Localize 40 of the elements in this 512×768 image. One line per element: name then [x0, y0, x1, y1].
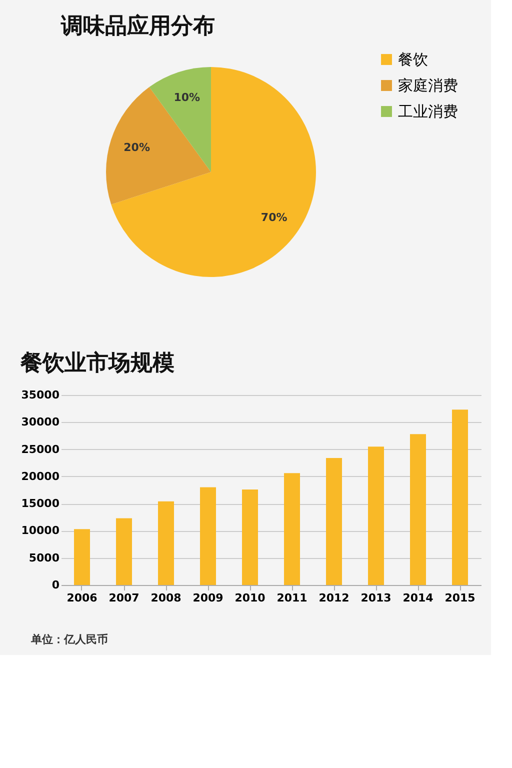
pie-slice [106, 87, 211, 204]
x-tick-label: 2010 [234, 592, 266, 604]
y-tick-label: 5000 [28, 551, 60, 564]
y-tick-label: 35000 [21, 388, 60, 402]
text: 单位：亿人民币 [30, 633, 108, 646]
legend-label: 家庭消费 [398, 76, 458, 94]
y-tick-label: 10000 [21, 524, 60, 538]
x-tick-label: 2011 [276, 592, 308, 604]
y-tick-label: 20000 [21, 470, 60, 483]
x-tick-label: 2015 [444, 592, 476, 604]
y-tick-label: 25000 [21, 442, 60, 456]
x-tick-label: 2008 [150, 592, 182, 604]
x-tick-label: 2014 [402, 592, 434, 604]
y-tick-label: 30000 [21, 416, 60, 429]
legend-label: 餐饮 [398, 50, 428, 68]
bar [452, 410, 468, 585]
bar [116, 518, 132, 585]
bar [326, 458, 342, 585]
pie-slice [111, 67, 316, 277]
bar [368, 446, 384, 585]
x-tick-label: 2012 [318, 592, 350, 604]
bar [74, 529, 90, 585]
y-tick-label: 15000 [21, 497, 60, 510]
chart-title: 调味品应用分布 [60, 13, 215, 39]
bar [200, 487, 216, 585]
chart-title: 餐饮业市场规模 [20, 350, 175, 376]
bar [242, 489, 258, 585]
data-label: 70% [260, 210, 288, 224]
x-tick-label: 2013 [360, 592, 392, 604]
bar [410, 434, 426, 585]
y-tick-label: 0 [52, 578, 60, 592]
bar [284, 473, 300, 585]
bar [158, 501, 174, 585]
data-label: 20% [124, 140, 150, 154]
pie-slice [149, 67, 211, 172]
legend-label: 工业消费 [398, 102, 458, 120]
x-tick-label: 2007 [108, 592, 140, 604]
data-label: 10% [174, 90, 200, 104]
x-tick-label: 2009 [192, 592, 224, 604]
x-tick-label: 2006 [66, 592, 98, 604]
